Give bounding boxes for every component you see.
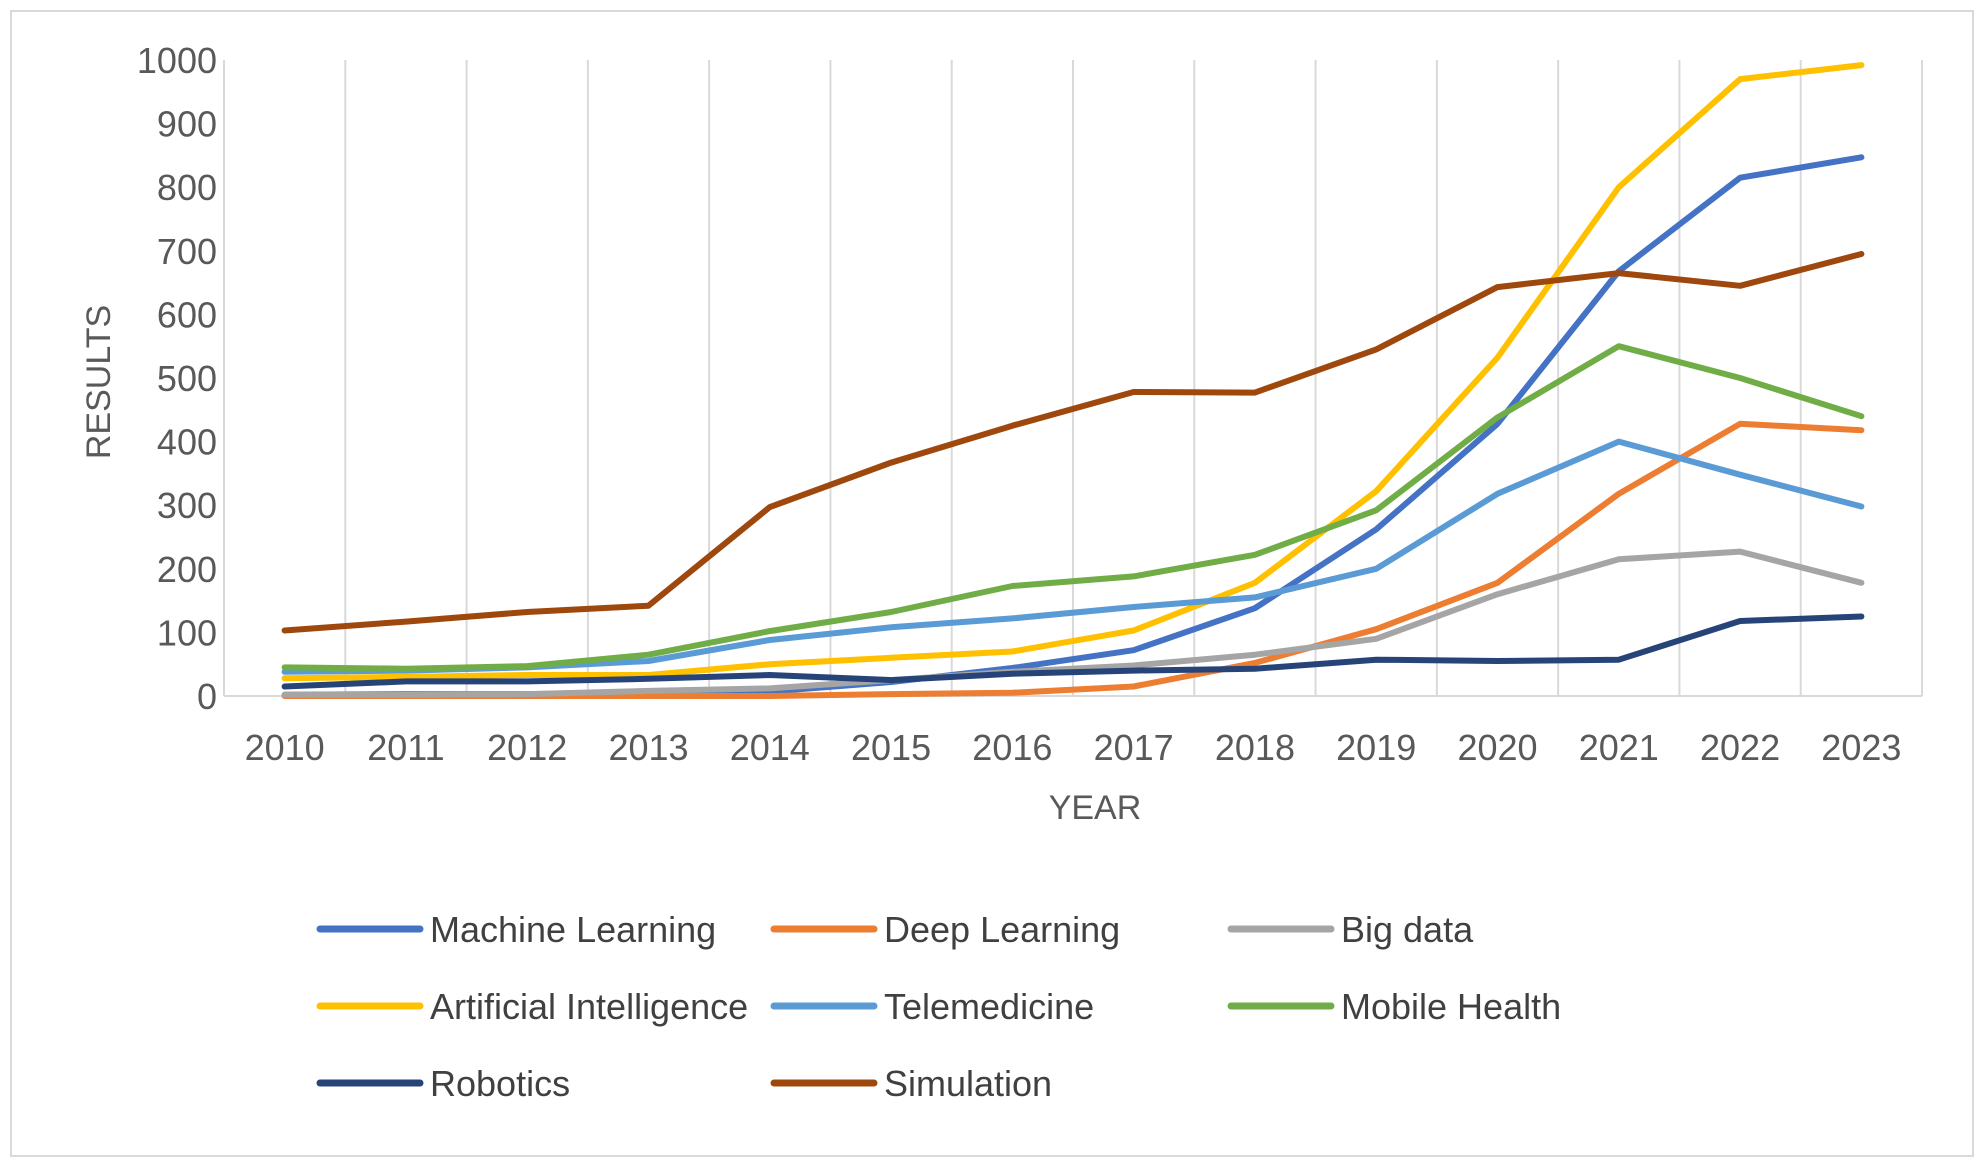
x-tick-label: 2014 bbox=[730, 727, 810, 768]
x-tick-label: 2016 bbox=[972, 727, 1052, 768]
legend-item-artificial-intelligence: Artificial Intelligence bbox=[316, 986, 748, 1027]
legend: Machine Learning Deep Learning Big data Art… bbox=[316, 909, 1561, 1104]
series-line-big-data bbox=[281, 548, 1865, 698]
series-line-artificial-intelligence bbox=[281, 62, 1865, 682]
x-tick-label: 2010 bbox=[245, 727, 325, 768]
legend-label: Machine Learning bbox=[430, 909, 716, 950]
legend-label: Simulation bbox=[884, 1063, 1052, 1104]
x-tick-label: 2018 bbox=[1215, 727, 1295, 768]
legend-label: Mobile Health bbox=[1341, 986, 1561, 1027]
x-tick-label: 2017 bbox=[1094, 727, 1174, 768]
x-tick-label: 2011 bbox=[367, 727, 444, 768]
y-tick-label: 600 bbox=[157, 294, 217, 335]
legend-label: Artificial Intelligence bbox=[430, 986, 748, 1027]
y-tick-label: 900 bbox=[157, 104, 217, 145]
legend-item-deep-learning: Deep Learning bbox=[770, 909, 1120, 950]
series-line-mobile-health bbox=[281, 343, 1865, 672]
y-tick-label: 300 bbox=[157, 485, 217, 526]
y-tick-label: 200 bbox=[157, 549, 217, 590]
legend-label: Telemedicine bbox=[884, 986, 1094, 1027]
series-line-simulation bbox=[281, 251, 1865, 634]
y-tick-label: 700 bbox=[157, 231, 217, 272]
x-tick-label: 2019 bbox=[1336, 727, 1416, 768]
y-tick-label: 0 bbox=[197, 676, 217, 717]
legend-label: Robotics bbox=[430, 1063, 570, 1104]
tick-labels: 0 100 200 300 400 500 600 700 800 900 1000 2010 2011… bbox=[137, 40, 1901, 768]
legend-label: Deep Learning bbox=[884, 909, 1120, 950]
y-tick-label: 100 bbox=[157, 612, 217, 653]
legend-item-simulation: Simulation bbox=[770, 1063, 1052, 1104]
legend-label: Big data bbox=[1341, 909, 1474, 950]
y-axis-title: RESULTS bbox=[80, 305, 118, 459]
legend-item-machine-learning: Machine Learning bbox=[316, 909, 716, 950]
y-tick-label: 500 bbox=[157, 358, 217, 399]
legend-item-big-data: Big data bbox=[1227, 909, 1474, 950]
legend-item-mobile-health: Mobile Health bbox=[1227, 986, 1561, 1027]
x-tick-label: 2013 bbox=[608, 727, 688, 768]
series-line-robotics bbox=[281, 613, 1865, 690]
y-tick-label: 400 bbox=[157, 422, 217, 463]
x-tick-label: 2021 bbox=[1579, 727, 1659, 768]
x-tick-label: 2015 bbox=[851, 727, 931, 768]
x-axis-title: YEAR bbox=[1049, 789, 1142, 827]
chart-frame: 0 100 200 300 400 500 600 700 800 900 1000 2010 2011… bbox=[10, 10, 1974, 1157]
x-tick-label: 2023 bbox=[1821, 727, 1901, 768]
x-tick-label: 2020 bbox=[1457, 727, 1537, 768]
legend-item-telemedicine: Telemedicine bbox=[770, 986, 1094, 1027]
x-tick-label: 2012 bbox=[487, 727, 567, 768]
x-tick-label: 2022 bbox=[1700, 727, 1780, 768]
y-tick-label: 1000 bbox=[137, 40, 217, 81]
line-chart: 0 100 200 300 400 500 600 700 800 900 1000 2010 2011… bbox=[80, 40, 1923, 1104]
series-lines bbox=[281, 62, 1865, 699]
y-tick-label: 800 bbox=[157, 167, 217, 208]
legend-item-robotics: Robotics bbox=[316, 1063, 570, 1104]
gridlines bbox=[223, 60, 1923, 696]
